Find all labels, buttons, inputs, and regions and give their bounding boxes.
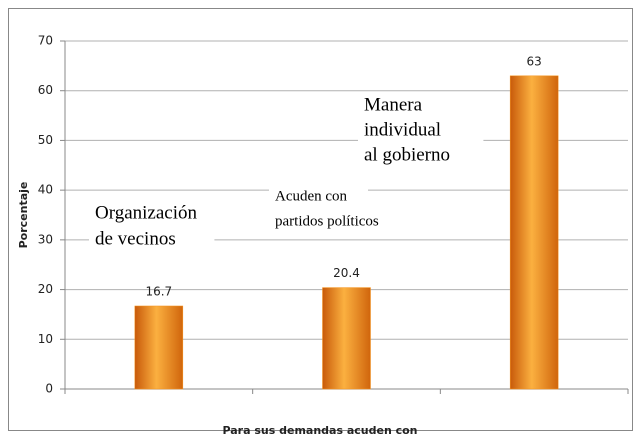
- y-tick-label: 70: [38, 34, 53, 48]
- annotation: Manera: [364, 94, 423, 115]
- value-label: 63: [527, 54, 542, 68]
- annotation-box: [358, 91, 484, 171]
- annotation-box: [89, 199, 215, 255]
- annotation: Organización: [95, 202, 197, 223]
- y-tick-label: 20: [38, 282, 53, 296]
- y-tick-label: 0: [45, 382, 53, 396]
- annotation: partidos políticos: [275, 213, 379, 229]
- annotation: individual: [364, 119, 441, 140]
- annotation: al gobierno: [364, 144, 450, 165]
- y-tick-label: 50: [38, 133, 53, 147]
- value-label: 16.7: [145, 284, 172, 298]
- annotation: de vecinos: [95, 228, 176, 249]
- bar: [509, 75, 559, 390]
- y-tick-label: 60: [38, 83, 53, 97]
- y-tick-label: 30: [38, 232, 53, 246]
- annotation-box: [269, 182, 368, 237]
- y-tick-label: 10: [38, 332, 53, 346]
- bar: [322, 287, 371, 390]
- annotation: Acuden con: [275, 188, 348, 204]
- value-label: 20.4: [333, 266, 360, 280]
- bar: [134, 305, 184, 390]
- y-axis-label: Porcentaje: [17, 182, 30, 249]
- x-axis-label: Para sus demandas acuden con: [222, 424, 417, 437]
- y-tick-label: 40: [38, 183, 53, 197]
